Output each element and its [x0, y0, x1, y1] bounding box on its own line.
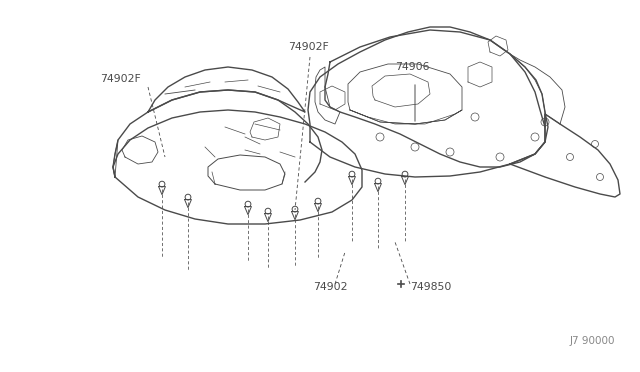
Text: 74902F: 74902F [287, 42, 328, 52]
Text: 74906: 74906 [395, 62, 429, 72]
Text: 74902F: 74902F [100, 74, 140, 84]
Text: 749850: 749850 [410, 282, 451, 292]
Text: J7 90000: J7 90000 [570, 336, 615, 346]
Text: 74902: 74902 [313, 282, 348, 292]
